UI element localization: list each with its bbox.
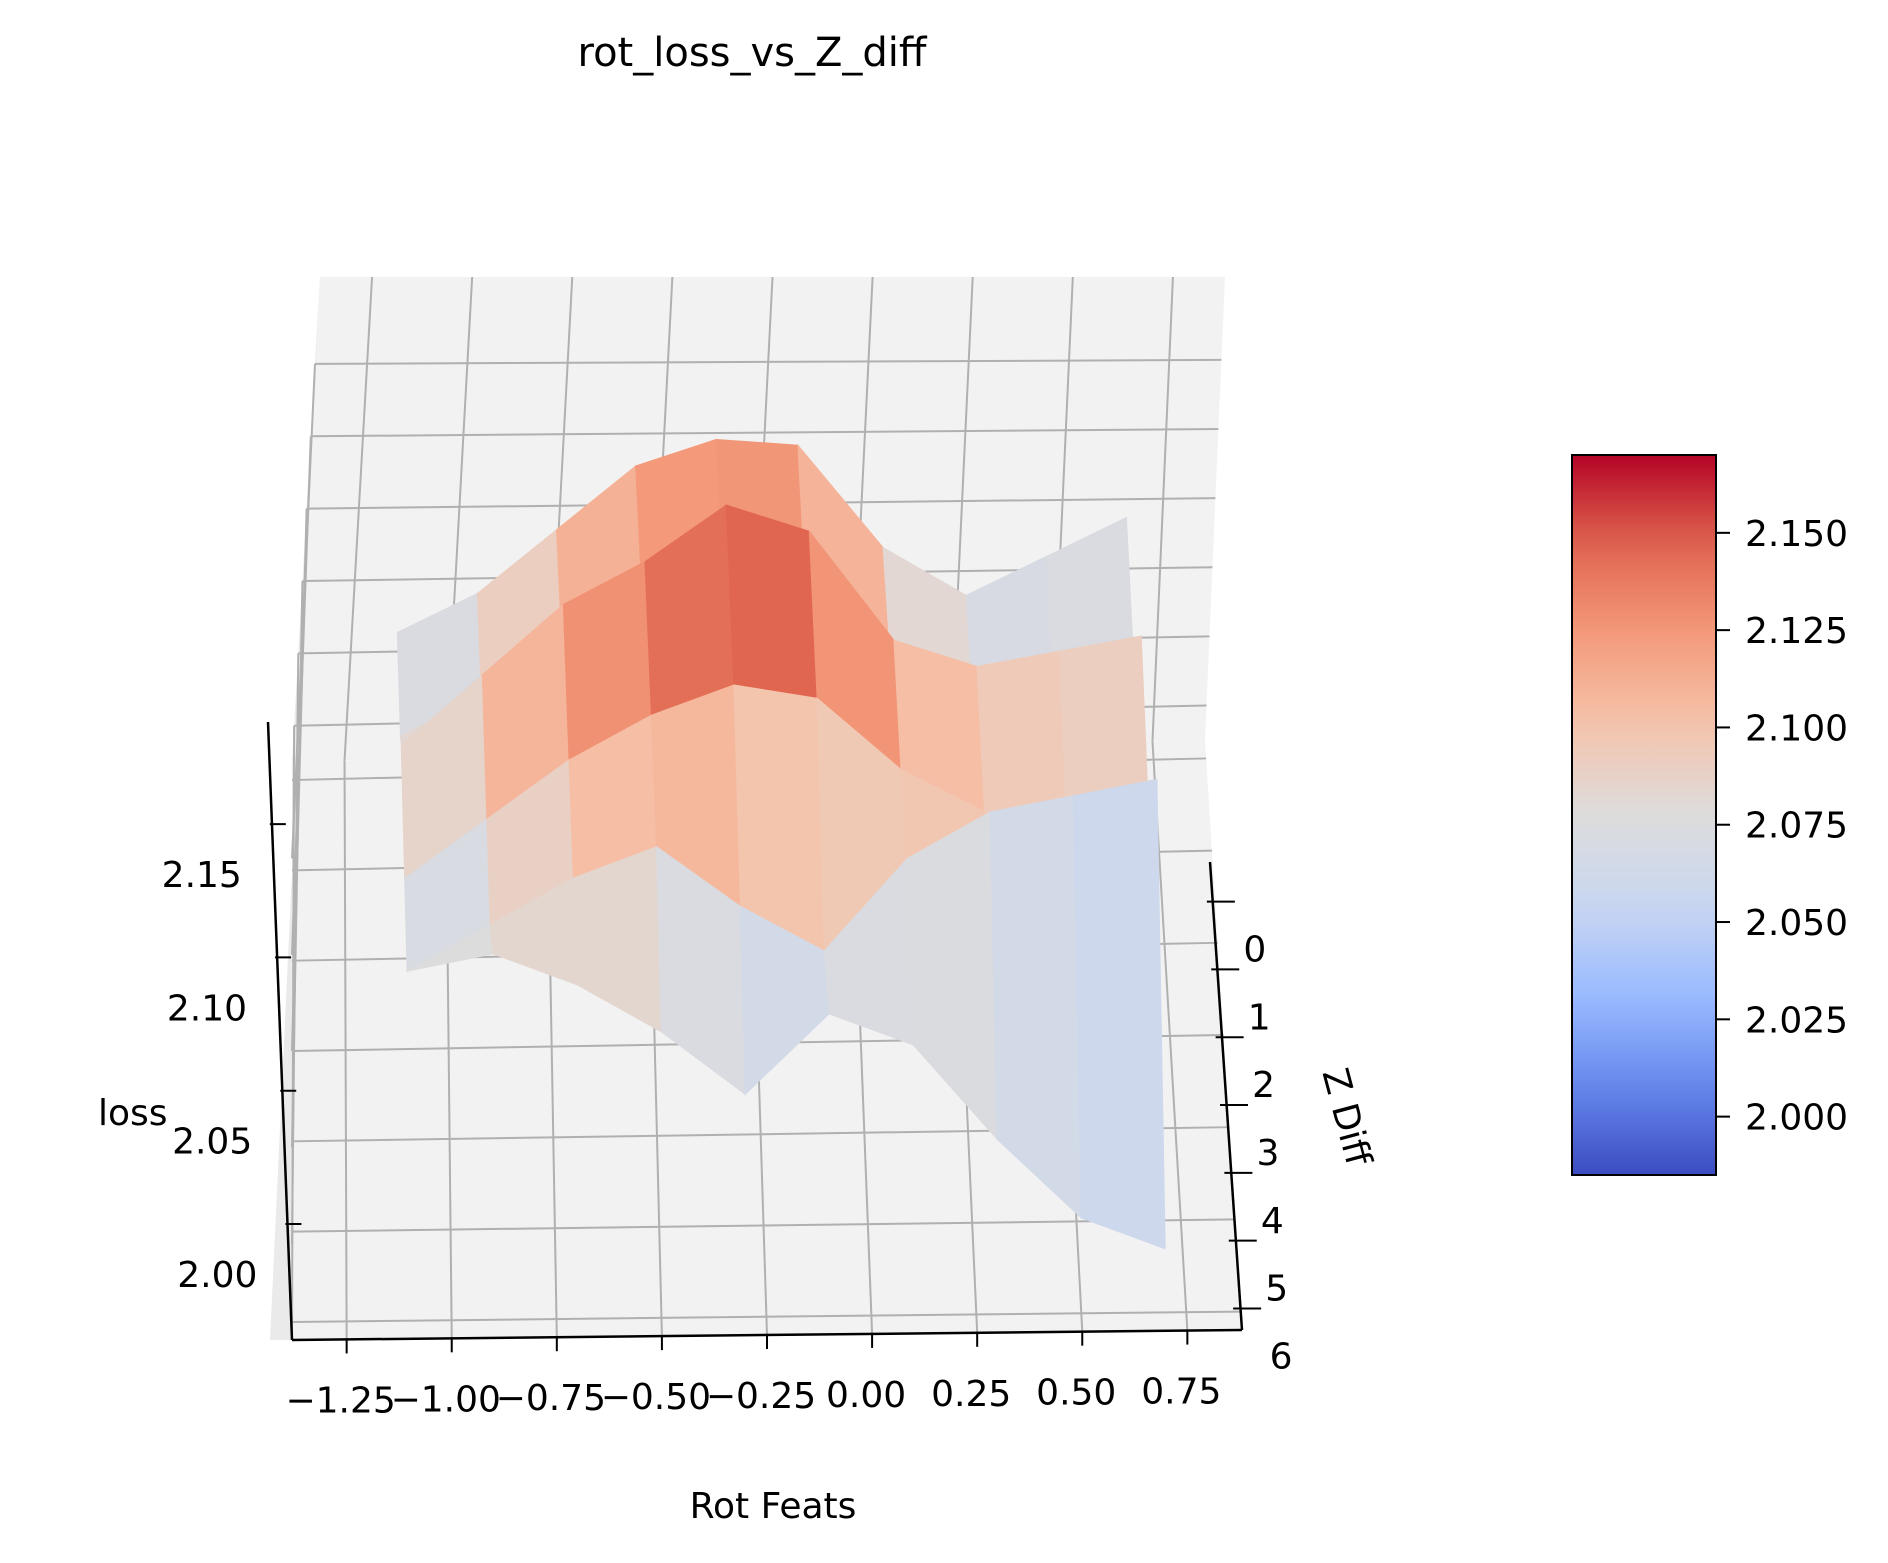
colorbar-tick-label: 2.000 (1745, 1098, 1848, 1139)
y-axis-ticks: 0 1 2 3 4 5 6 (1206, 900, 1293, 1377)
y-tick-label: 6 (1270, 1336, 1293, 1377)
x-tick-label: 0.00 (826, 1375, 906, 1416)
x-tick-label: −0.50 (601, 1377, 711, 1418)
z-axis-ticks: 2.00 2.05 2.10 2.15 (162, 823, 302, 1296)
z-tick-label: 2.05 (172, 1122, 252, 1163)
y-tick-label: 0 (1243, 930, 1266, 971)
colorbar: 2.000 2.025 2.050 2.075 2.100 2.125 2.150 (1571, 454, 1848, 1176)
chart-title: rot_loss_vs_Z_diff (578, 30, 928, 76)
x-tick-label: −1.00 (391, 1379, 501, 1420)
x-tick-label: −1.25 (285, 1380, 395, 1421)
x-tick-label: 0.50 (1036, 1373, 1116, 1414)
colorbar-tick-label: 2.050 (1745, 903, 1848, 944)
x-tick-label: −0.25 (706, 1376, 816, 1417)
y-gridline-floor (291, 1310, 1241, 1323)
y-tick-label: 3 (1257, 1133, 1280, 1174)
colorbar-tick-label: 2.100 (1745, 708, 1848, 749)
z-gridline-side (291, 363, 316, 859)
surface-patch (1073, 778, 1166, 1250)
z-gridline-wall (314, 358, 1222, 365)
z-axis-label: loss (98, 1093, 168, 1134)
y-tick-label: 2 (1252, 1065, 1275, 1106)
y-axis-label: Z Diff (1314, 1064, 1379, 1171)
colorbar-tick-label: 2.075 (1745, 806, 1848, 847)
x-gridline-wall (1151, 276, 1174, 742)
y-tick-label: 4 (1261, 1201, 1284, 1242)
surface-patch (725, 504, 818, 699)
colorbar-gradient (1571, 454, 1717, 1176)
y-tick-label: 5 (1265, 1269, 1288, 1310)
z-tick-label: 2.10 (167, 988, 247, 1029)
colorbar-ticks: 2.000 2.025 2.050 2.075 2.100 2.125 2.150 (1716, 514, 1848, 1139)
y-axis-line (1208, 861, 1244, 1331)
x-tick-label: −0.75 (496, 1378, 606, 1419)
x-axis-label: Rot Feats (690, 1486, 857, 1527)
z-gridline-wall (310, 428, 1219, 438)
z-tick-label: 2.15 (162, 855, 242, 896)
x-axis-ticks: −1.25−1.00−0.75−0.50−0.25 0.00 0.25 0.50 0.7… (285, 1330, 1221, 1421)
z-tick-label: 2.00 (177, 1255, 257, 1296)
x-tick-label: 0.75 (1141, 1372, 1221, 1413)
loss-surface (396, 438, 1166, 1250)
y-tick-label: 1 (1248, 997, 1271, 1038)
y-gridline-floor (291, 1218, 1236, 1233)
colorbar-tick-label: 2.025 (1745, 1000, 1848, 1041)
colorbar-tick-label: 2.150 (1745, 514, 1848, 555)
colorbar-tick-label: 2.125 (1745, 611, 1848, 652)
x-tick-label: 0.25 (931, 1374, 1011, 1415)
x-gridline-wall (343, 276, 374, 761)
